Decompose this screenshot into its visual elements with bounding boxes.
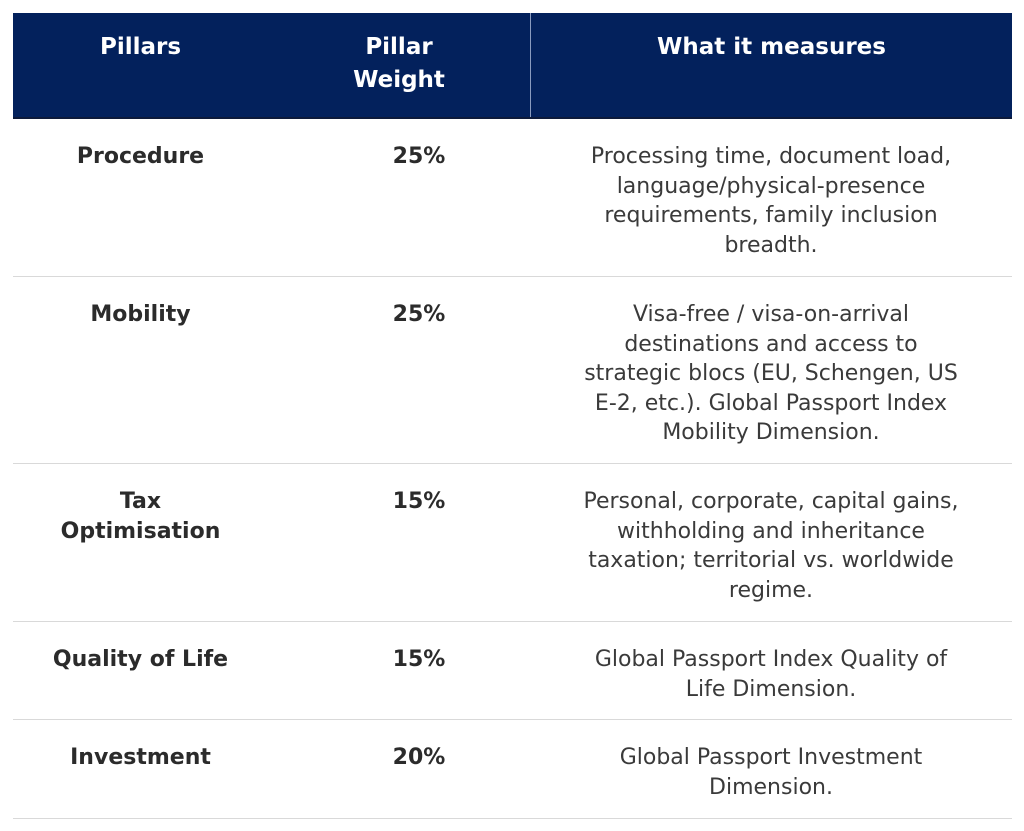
pillar-name-text: Quality of Life (52, 647, 229, 672)
pillar-measures: Processing time, document load, language… (590, 144, 952, 258)
pillar-measures: Personal, corporate, capital gains, with… (583, 489, 959, 603)
pillar-name: Quality of Life (13, 622, 268, 719)
pillar-weight: 15% (392, 489, 446, 514)
table-row: Procedure 25% Processing time, document … (13, 119, 1012, 277)
pillar-name: Investment (13, 720, 268, 818)
pillar-measures: Global Passport Index Quality of Life Di… (594, 647, 948, 702)
table-row: Investment 20% Global Passport Investmen… (13, 720, 1012, 819)
table-row: Mobility 25% Visa-free / visa-on-arrival… (13, 277, 1012, 464)
header-what-it-measures: What it measures (530, 13, 1012, 117)
table-header-row: Pillars Pillar Weight What it measures (13, 13, 1012, 119)
pillar-name: Mobility (13, 277, 268, 463)
pillar-weight: 20% (392, 745, 446, 770)
pillar-name-text: Procedure (76, 144, 205, 169)
table-row: Quality of Life 15% Global Passport Inde… (13, 622, 1012, 720)
table-row: Tax Optimisation 15% Personal, corporate… (13, 464, 1012, 622)
header-pillar-weight: Pillar Weight (268, 13, 530, 117)
pillar-name-text: Investment (70, 745, 211, 770)
header-pillars: Pillars (99, 34, 182, 60)
pillar-measures: Visa-free / visa-on-arrival destinations… (584, 302, 958, 445)
pillar-name-text: Tax Optimisation (60, 489, 221, 544)
pillar-weight: 25% (392, 302, 446, 327)
pillar-name: Tax Optimisation (13, 464, 268, 621)
header-pillar-weight-text: Pillar Weight (353, 34, 445, 93)
pillar-name: Procedure (13, 119, 268, 276)
pillar-measures: Global Passport Investment Dimension. (619, 745, 923, 800)
pillar-name-text: Mobility (90, 302, 191, 327)
pillar-weight: 25% (392, 144, 446, 169)
pillar-weight: 15% (392, 647, 446, 672)
pillars-table: Pillars Pillar Weight What it measures P… (13, 13, 1012, 819)
